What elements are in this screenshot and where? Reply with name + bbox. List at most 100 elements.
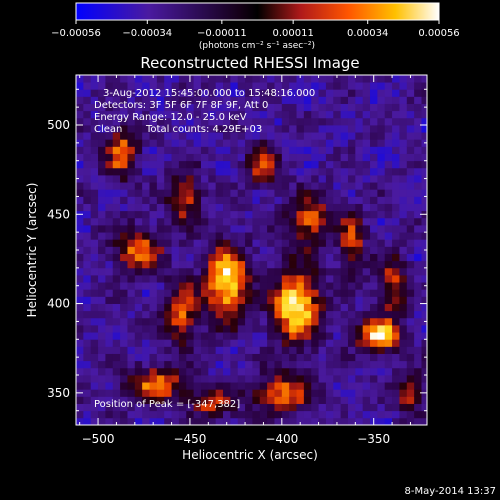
heatmap-pixel (178, 289, 187, 297)
heatmap-pixel (208, 203, 217, 212)
heatmap-pixel (156, 282, 165, 290)
heatmap-pixel (259, 389, 268, 397)
heatmap-pixel (156, 232, 165, 240)
heatmap-pixel (289, 167, 297, 176)
heatmap-pixel (164, 175, 172, 183)
heatmap-pixel (76, 382, 84, 390)
heatmap-pixel (296, 210, 305, 219)
heatmap-pixel (223, 110, 231, 119)
heatmap-pixel (127, 253, 136, 262)
heatmap-pixel (399, 396, 408, 404)
heatmap-pixel (90, 289, 99, 297)
heatmap-pixel (362, 317, 371, 326)
heatmap-pixel (296, 410, 305, 419)
heatmap-pixel (76, 296, 84, 304)
heatmap-pixel (259, 325, 268, 333)
heatmap-pixel (164, 375, 172, 383)
heatmap-pixel (223, 146, 231, 154)
heatmap-pixel (296, 360, 305, 369)
heatmap-pixel (90, 96, 99, 104)
heatmap-pixel (178, 275, 187, 283)
heatmap-pixel (267, 253, 275, 262)
heatmap-pixel (399, 167, 408, 176)
heatmap-pixel (392, 196, 400, 204)
heatmap-pixel (171, 403, 180, 412)
heatmap-pixel (245, 303, 253, 312)
heatmap-pixel (208, 96, 217, 104)
heatmap-pixel (200, 396, 209, 404)
heatmap-pixel (230, 175, 239, 183)
heatmap-pixel (399, 317, 408, 326)
heatmap-pixel (303, 153, 312, 162)
heatmap-pixel (303, 203, 312, 212)
heatmap-pixel (289, 303, 297, 312)
heatmap-pixel (296, 139, 305, 147)
heatmap-pixel (355, 196, 364, 204)
heatmap-pixel (200, 403, 209, 412)
heatmap-pixel (215, 296, 224, 304)
heatmap-pixel (134, 146, 143, 154)
heatmap-pixel (200, 110, 209, 119)
heatmap-pixel (303, 403, 312, 412)
heatmap-pixel (355, 317, 364, 326)
heatmap-pixel (318, 367, 327, 376)
heatmap-pixel (406, 125, 415, 133)
heatmap-pixel (384, 82, 393, 90)
heatmap-pixel (289, 389, 297, 397)
heatmap-pixel (406, 110, 415, 119)
heatmap-pixel (178, 360, 187, 369)
heatmap-pixel (340, 117, 349, 126)
heatmap-pixel (370, 289, 378, 297)
heatmap-pixel (98, 225, 106, 233)
heatmap-pixel (186, 139, 195, 147)
heatmap-pixel (223, 167, 231, 176)
heatmap-pixel (421, 196, 427, 204)
heatmap-pixel (274, 110, 283, 119)
heatmap-pixel (142, 217, 150, 226)
heatmap-pixel (289, 410, 297, 419)
heatmap-pixel (303, 167, 312, 176)
heatmap-pixel (325, 117, 334, 126)
heatmap-pixel (333, 367, 342, 376)
heatmap-pixel (311, 167, 319, 176)
heatmap-pixel (200, 189, 209, 197)
heatmap-pixel (414, 189, 422, 197)
heatmap-pixel (289, 175, 297, 183)
heatmap-pixel (83, 317, 92, 326)
heatmap-pixel (333, 253, 342, 262)
heatmap-pixel (362, 246, 371, 254)
heatmap-pixel (171, 182, 180, 190)
heatmap-pixel (200, 310, 209, 319)
heatmap-pixel (340, 260, 349, 269)
heatmap-pixel (164, 196, 172, 204)
heatmap-pixel (237, 167, 246, 176)
heatmap-pixel (208, 139, 217, 147)
heatmap-pixel (223, 410, 231, 419)
heatmap-pixel (392, 260, 400, 269)
heatmap-pixel (245, 232, 253, 240)
heatmap-pixel (171, 217, 180, 226)
heatmap-pixel (274, 296, 283, 304)
heatmap-pixel (296, 339, 305, 347)
heatmap-pixel (347, 303, 356, 312)
heatmap-pixel (90, 282, 99, 290)
heatmap-pixel (237, 253, 246, 262)
heatmap-pixel (274, 132, 283, 140)
heatmap-pixel (164, 210, 172, 219)
heatmap-pixel (245, 389, 253, 397)
heatmap-pixel (76, 196, 84, 204)
heatmap-pixel (164, 417, 172, 425)
heatmap-pixel (384, 89, 393, 97)
heatmap-pixel (370, 317, 378, 326)
heatmap-pixel (289, 346, 297, 354)
heatmap-pixel (83, 189, 92, 197)
heatmap-pixel (377, 417, 386, 425)
heatmap-pixel (252, 360, 261, 369)
heatmap-pixel (406, 289, 415, 297)
heatmap-pixel (105, 332, 114, 340)
heatmap-pixel (267, 396, 275, 404)
heatmap-pixel (245, 189, 253, 197)
heatmap-pixel (399, 132, 408, 140)
heatmap-pixel (142, 303, 150, 312)
heatmap-pixel (90, 110, 99, 119)
